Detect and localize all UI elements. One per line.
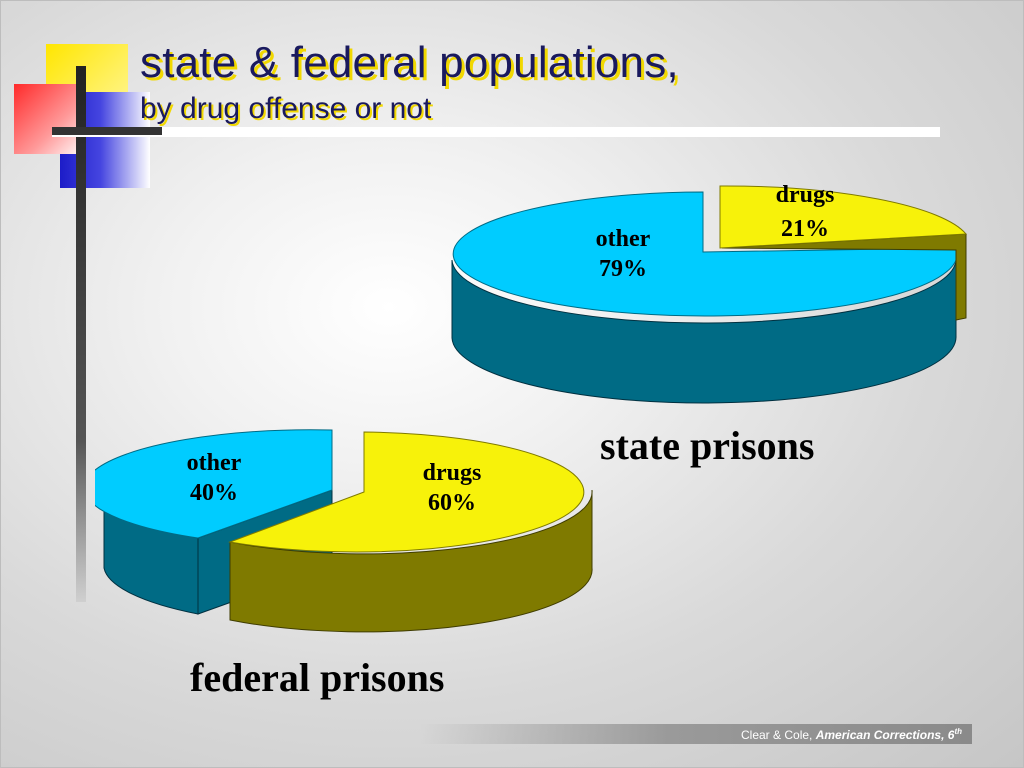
state-other-slice-top — [452, 191, 958, 317]
federal-other-percent: 40% — [190, 480, 238, 506]
footer-book-title: American Corrections, 6 — [815, 728, 955, 742]
state-other-label: other — [596, 226, 651, 252]
state-prisons-pie-chart: other 79% drugs 21% — [451, 182, 968, 404]
state-other-percent: 79% — [599, 256, 647, 282]
slide-subtitle: by drug offense or not — [140, 92, 432, 125]
footer-bar — [420, 724, 972, 744]
federal-other-label: other — [187, 450, 242, 476]
slide-title: state & federal populations, — [140, 38, 679, 87]
state-drugs-percent: 21% — [781, 216, 829, 242]
state-other-slice-side — [451, 257, 957, 404]
state-drugs-label: drugs — [776, 182, 835, 208]
footer-authors: Clear & Cole, — [741, 728, 813, 742]
federal-prisons-pie-chart: other 40% drugs 60% — [95, 429, 593, 633]
footer-citation: Clear & Cole, American Corrections, 6th — [741, 727, 962, 742]
federal-prisons-caption: federal prisons — [190, 655, 445, 700]
federal-drugs-label: drugs — [423, 460, 482, 486]
title-underline-accent — [52, 127, 162, 135]
state-prisons-caption: state prisons — [600, 423, 815, 468]
title-underline — [52, 127, 940, 137]
federal-drugs-slice-side — [229, 489, 593, 633]
federal-other-slice-top — [95, 429, 333, 539]
footer-edition-sup: th — [954, 727, 962, 736]
red-square-decoration — [14, 84, 86, 154]
federal-drugs-slice-top — [228, 431, 585, 553]
state-drugs-slice-top — [719, 185, 968, 249]
federal-drugs-percent: 60% — [428, 490, 476, 516]
vertical-rule-decoration — [76, 66, 86, 602]
